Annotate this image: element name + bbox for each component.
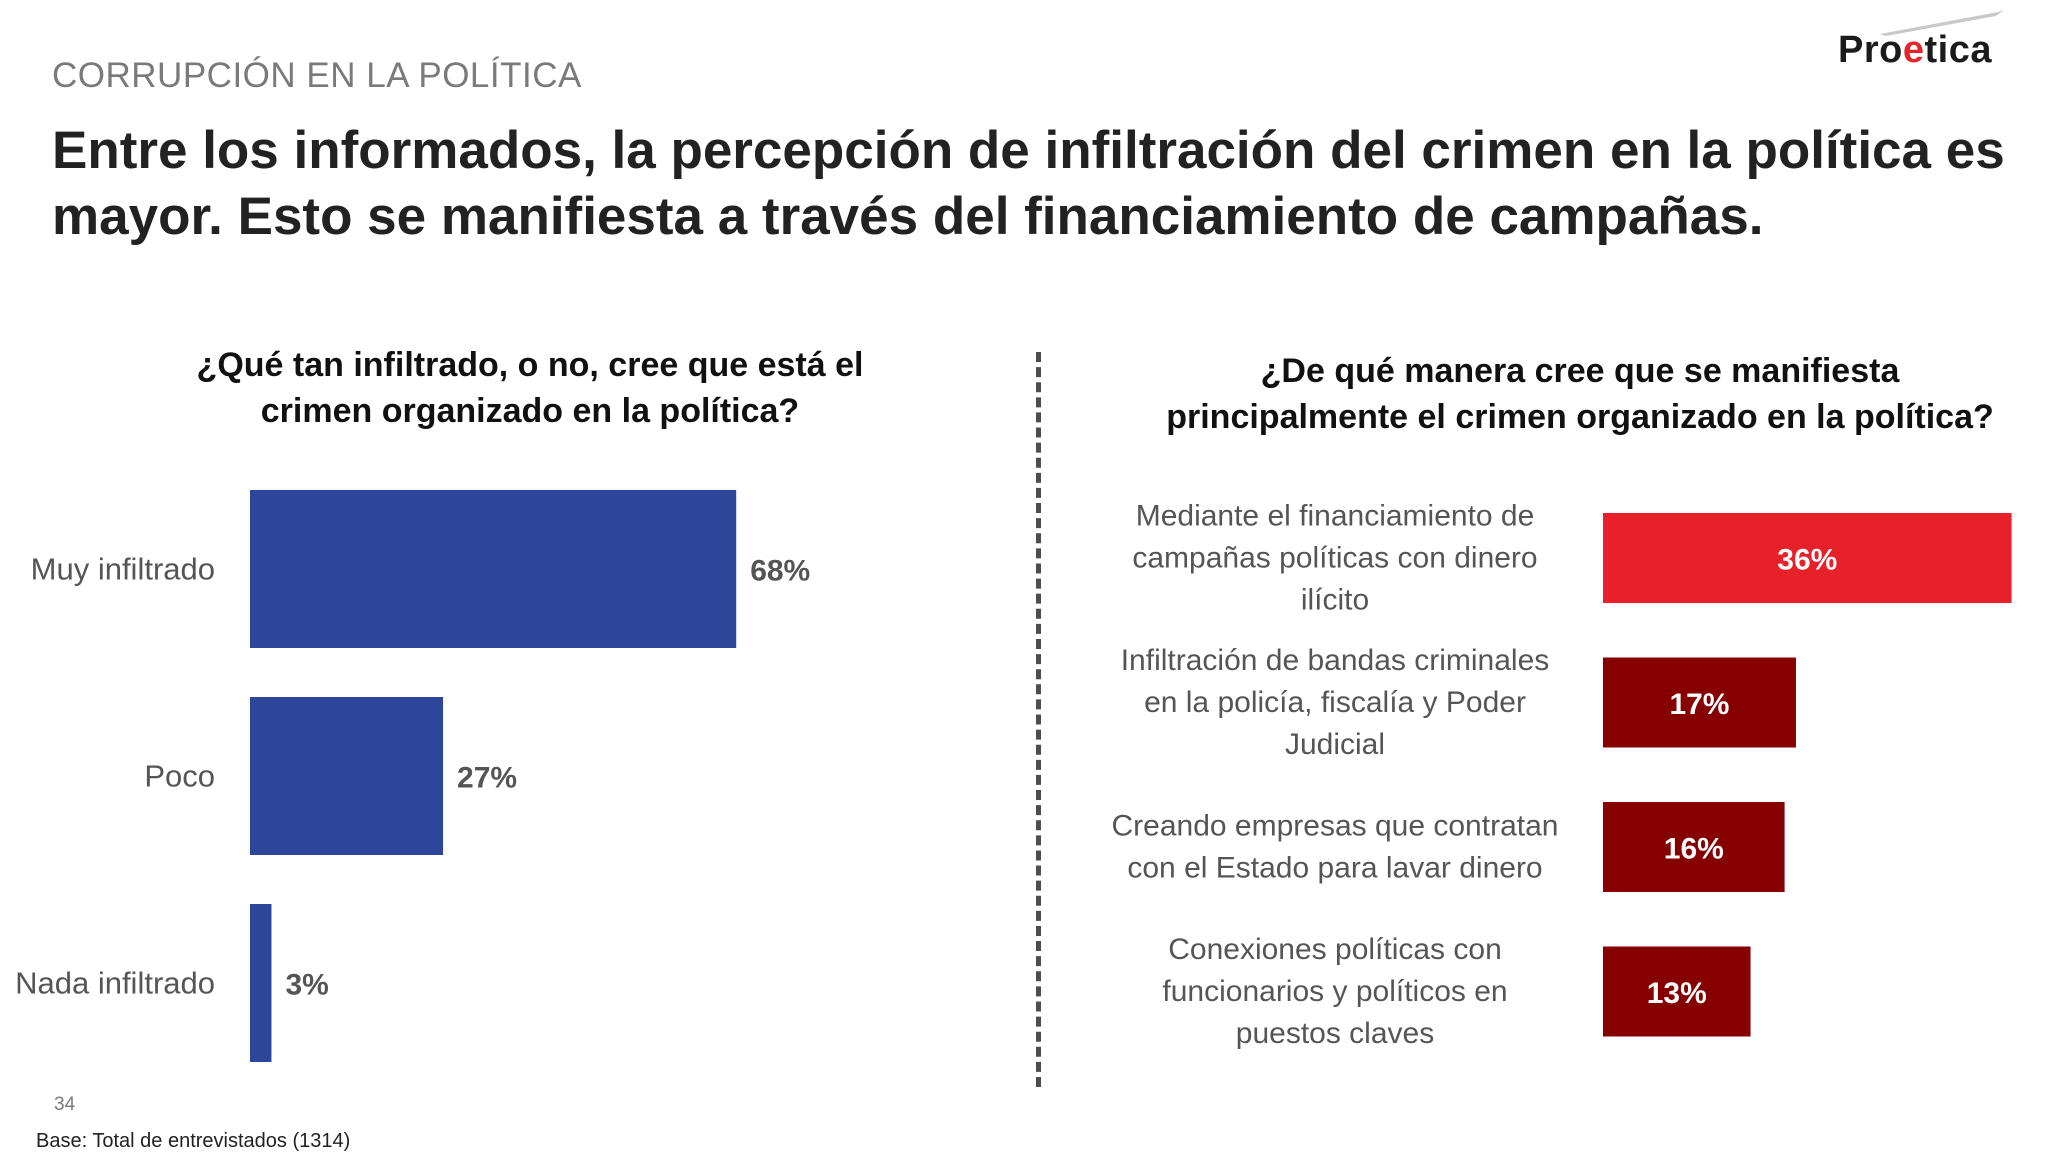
category-label: Infiltración de bandas criminales (1121, 644, 1550, 677)
headline-line-2: mayor. Esto se manifiesta a través del f… (52, 187, 1764, 246)
data-label: 17% (1669, 688, 1729, 721)
bar (1603, 946, 1751, 1037)
category-label: Conexiones políticas con (1168, 933, 1502, 966)
right-bar-chart: 36% Mediante el financiamiento de campañas… (1112, 500, 2012, 1050)
data-label: 27% (457, 762, 517, 795)
left-chart-title-line-1: ¿Qué tan infiltrado, o no, cree que está… (196, 346, 864, 384)
logo-text-accent: e (1902, 29, 1925, 71)
left-chart-title: ¿Qué tan infiltrado, o no, cree que está… (130, 342, 930, 434)
bar (250, 697, 444, 855)
category-label: campañas políticas con dinero (1132, 542, 1537, 575)
category-label: funcionarios y políticos en (1162, 975, 1507, 1008)
data-label: 3% (285, 969, 328, 1002)
right-chart-title-line-1: ¿De qué manera cree que se manifiesta (1260, 352, 1900, 390)
bar (1603, 513, 2012, 603)
category-label: con el Estado para lavar dinero (1127, 852, 1542, 885)
proetica-logo: Proetica (1838, 8, 2008, 72)
headline: Entre los informados, la percepción de i… (52, 118, 2012, 250)
section-label: CORRUPCIÓN EN LA POLÍTICA (52, 56, 582, 95)
category-label: Judicial (1285, 728, 1385, 761)
logo-swoosh-icon (1880, 10, 2004, 36)
logo-wordmark: Proetica (1838, 29, 1992, 72)
dashed-divider (1036, 352, 1041, 1087)
bar (1603, 802, 1785, 892)
right-chart-title: ¿De qué manera cree que se manifiesta pr… (1140, 348, 2020, 440)
headline-line-1: Entre los informados, la percepción de i… (52, 121, 2005, 180)
bar (250, 904, 272, 1062)
category-label: en la policía, fiscalía y Poder (1144, 686, 1526, 719)
data-label: 13% (1647, 977, 1707, 1010)
page-number: 34 (54, 1094, 76, 1115)
logo-text-start: Pro (1838, 29, 1903, 71)
data-label: 16% (1664, 833, 1724, 866)
data-label: 68% (750, 555, 810, 588)
category-label: Muy infiltrado (31, 552, 215, 587)
category-label: Nada infiltrado (15, 966, 215, 1001)
category-label: puestos claves (1236, 1017, 1434, 1050)
bar (250, 490, 737, 648)
bar (1603, 657, 1796, 748)
category-label: ilícito (1301, 584, 1369, 617)
left-bar-chart: Muy infiltrado 68% Poco 27% Nada infiltrado 3… (15, 490, 810, 1062)
base-note: Base: Total de entrevistados (1314) (36, 1130, 351, 1152)
left-chart-title-line-2: crimen organizado en la política? (260, 392, 800, 430)
right-chart-title-line-2: principalmente el crimen organizado en l… (1166, 398, 1994, 436)
data-label: 36% (1777, 544, 1837, 577)
category-label: Creando empresas que contratan (1112, 810, 1559, 843)
logo-text-end: tica (1924, 29, 1992, 71)
category-label: Poco (144, 759, 215, 794)
category-label: Mediante el financiamiento de (1136, 500, 1535, 533)
